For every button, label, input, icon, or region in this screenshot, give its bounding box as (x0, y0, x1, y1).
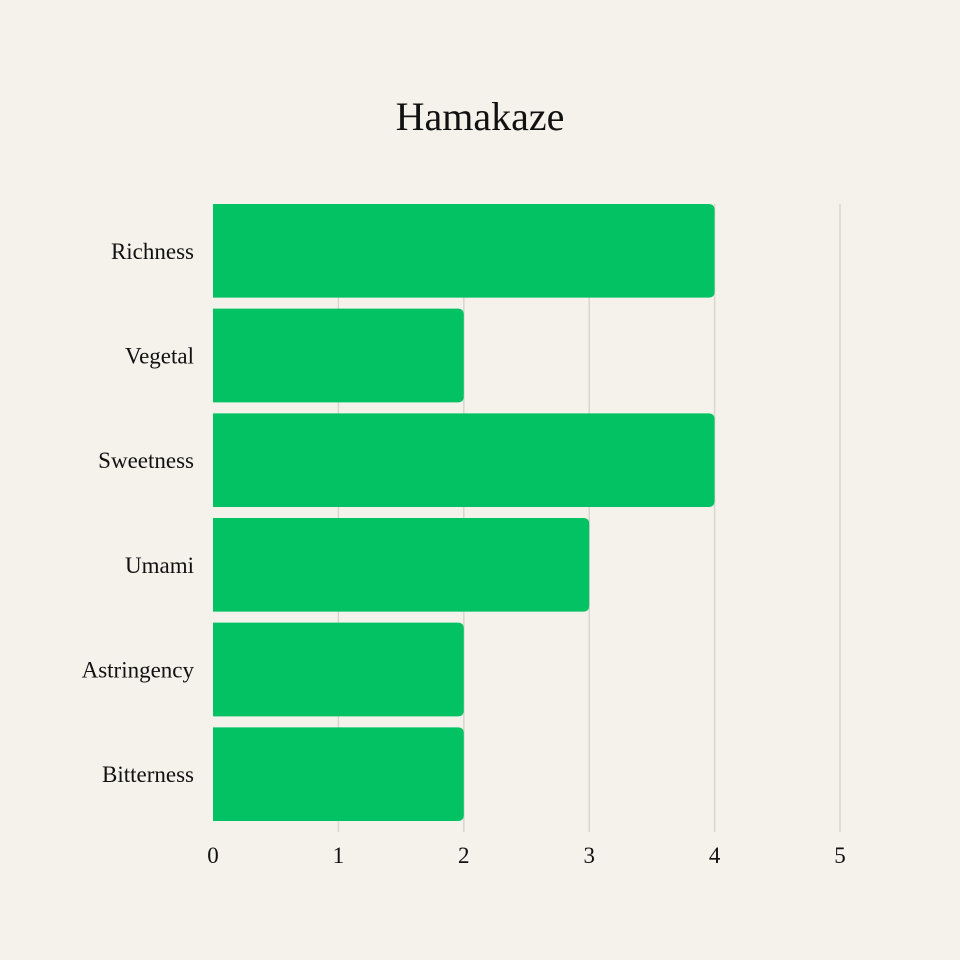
x-tick-label-2: 2 (458, 843, 470, 868)
x-tick-label-5: 5 (834, 843, 846, 868)
bar-vegetal (213, 308, 464, 403)
x-axis-ticks: 0 1 2 3 4 5 (207, 843, 846, 868)
x-tick-label-1: 1 (333, 843, 345, 868)
category-label-bitterness: Bitterness (102, 762, 194, 787)
bar-sweetness (213, 413, 715, 507)
x-tick-label-0: 0 (207, 843, 219, 868)
x-tick-label-3: 3 (583, 843, 595, 868)
chart-title: Hamakaze (396, 94, 565, 139)
bar-richness (213, 204, 715, 298)
category-label-richness: Richness (111, 239, 194, 264)
category-label-astringency: Astringency (82, 658, 195, 683)
bar-astringency (213, 622, 464, 717)
category-label-vegetal: Vegetal (125, 344, 194, 369)
bars-group (213, 204, 715, 821)
bar-bitterness (213, 727, 464, 821)
category-labels: Richness Vegetal Sweetness Umami Astringency… (82, 239, 195, 787)
bar-umami (213, 518, 590, 612)
category-label-umami: Umami (125, 553, 194, 578)
category-label-sweetness: Sweetness (98, 448, 194, 473)
x-tick-label-4: 4 (709, 843, 721, 868)
